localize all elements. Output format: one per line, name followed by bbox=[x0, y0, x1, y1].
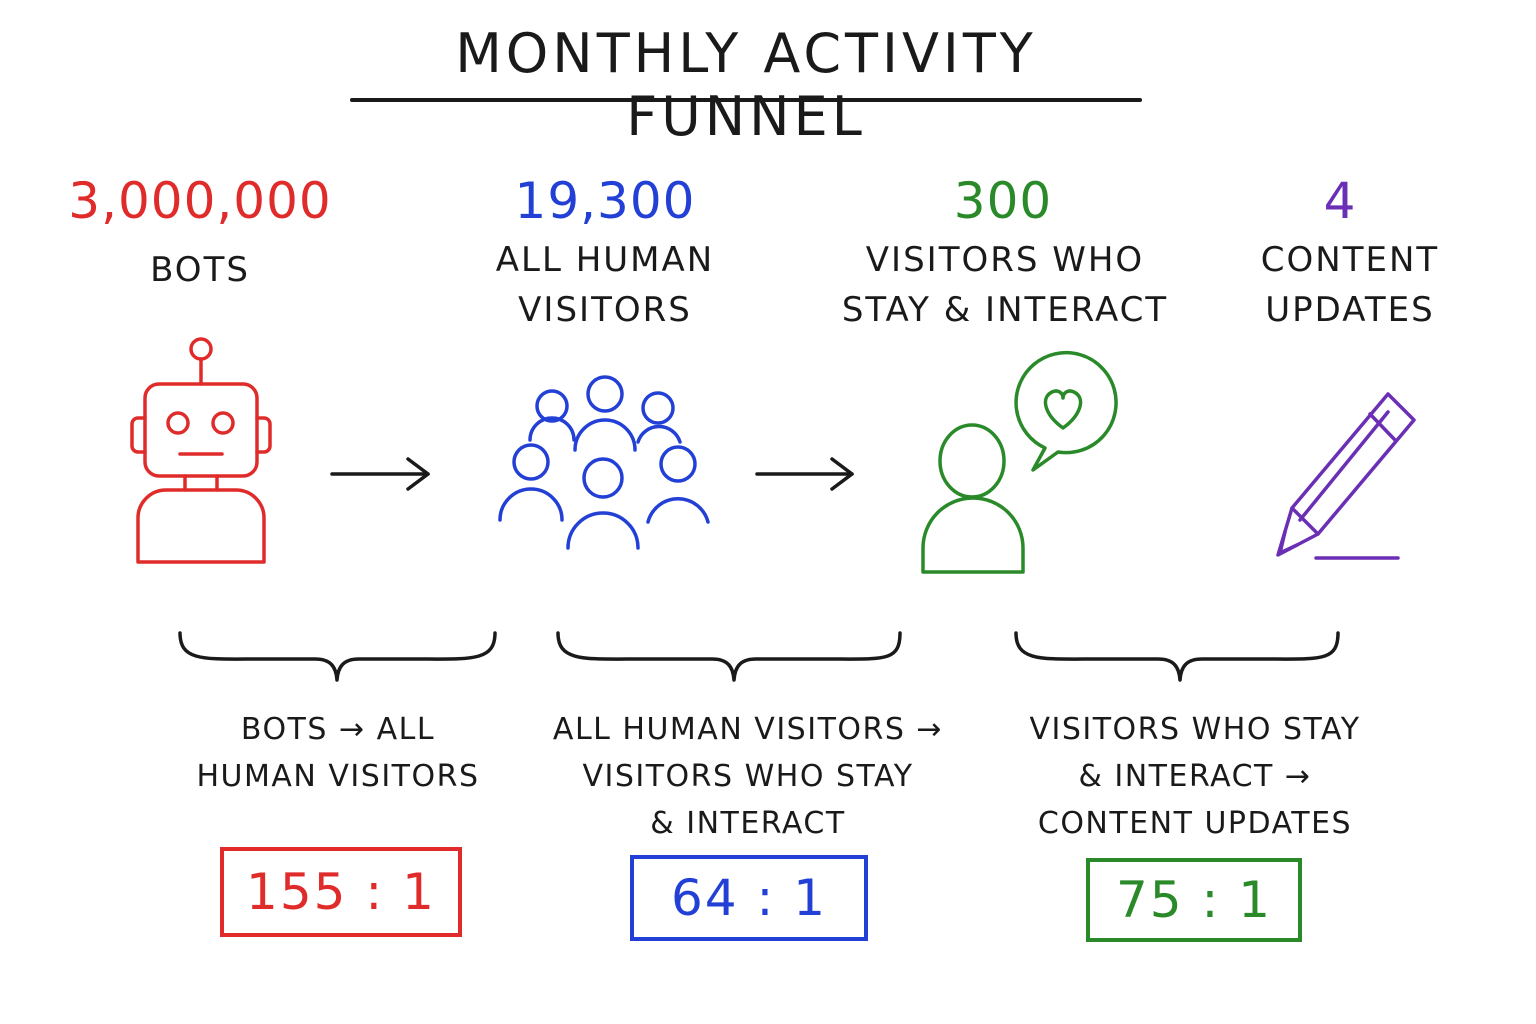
brace-icon bbox=[1014, 631, 1340, 682]
group-icon bbox=[498, 375, 710, 550]
stage-label-line: VISITORS bbox=[518, 290, 692, 330]
page-title: MONTHLY ACTIVITY FUNNEL bbox=[455, 22, 1037, 148]
ratio-desc-line: ALL HUMAN VISITORS → bbox=[552, 712, 944, 747]
stage-label-line: BOTS bbox=[150, 250, 250, 290]
stage-label-interact: VISITORS WHO STAY & INTERACT bbox=[840, 235, 1170, 335]
person-heart-icon bbox=[921, 350, 1118, 574]
ratio-desc-interact-updates: VISITORS WHO STAY & INTERACT → CONTENT U… bbox=[1000, 706, 1390, 847]
stage-label-humans: ALL HUMAN VISITORS bbox=[440, 235, 770, 335]
ratio-desc-line: VISITORS WHO STAY bbox=[1029, 712, 1361, 747]
robot-icon bbox=[130, 337, 272, 564]
title-underline bbox=[350, 98, 1142, 102]
ratio-desc-line: & INTERACT bbox=[650, 806, 846, 841]
stage-label-line: ALL HUMAN bbox=[495, 240, 715, 280]
stage-count-updates: 4 bbox=[1323, 172, 1357, 230]
arrow-right-icon bbox=[755, 457, 854, 491]
brace-icon bbox=[556, 631, 902, 682]
stage-count-humans: 19,300 bbox=[514, 172, 696, 230]
ratio-desc-line: CONTENT UPDATES bbox=[1037, 806, 1353, 841]
stage-count-interact: 300 bbox=[953, 172, 1053, 230]
stage-label-bots: BOTS bbox=[60, 245, 340, 295]
ratio-desc-bots-humans: BOTS → ALL HUMAN VISITORS bbox=[178, 706, 498, 800]
stage-label-line: VISITORS WHO bbox=[865, 240, 1145, 280]
arrow-right-icon bbox=[330, 457, 430, 491]
brace-icon bbox=[178, 631, 497, 682]
stage-label-line: UPDATES bbox=[1265, 290, 1435, 330]
pencil-icon bbox=[1276, 392, 1416, 560]
ratio-desc-humans-interact: ALL HUMAN VISITORS → VISITORS WHO STAY &… bbox=[548, 706, 948, 847]
ratio-desc-line: VISITORS WHO STAY bbox=[582, 759, 914, 794]
ratio-box-humans-interact: 64 : 1 bbox=[630, 855, 868, 941]
stage-label-line: STAY & INTERACT bbox=[841, 290, 1169, 330]
ratio-box-interact-updates: 75 : 1 bbox=[1086, 858, 1302, 942]
stage-count-bots: 3,000,000 bbox=[68, 172, 332, 230]
stage-label-updates: CONTENT UPDATES bbox=[1200, 235, 1500, 335]
ratio-box-bots-humans: 155 : 1 bbox=[220, 847, 462, 937]
ratio-desc-line: & INTERACT → bbox=[1078, 759, 1312, 794]
ratio-desc-line: BOTS → ALL bbox=[240, 712, 436, 747]
stage-label-line: CONTENT bbox=[1260, 240, 1440, 280]
ratio-desc-line: HUMAN VISITORS bbox=[196, 759, 480, 794]
